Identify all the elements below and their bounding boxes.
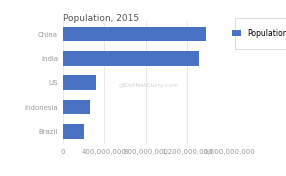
Text: @DotNetCurry.com: @DotNetCurry.com: [119, 83, 179, 88]
Bar: [63, 100, 90, 114]
Bar: [63, 51, 199, 66]
Legend: Population: Population: [229, 26, 286, 41]
Bar: [63, 124, 84, 139]
Text: Population, 2015: Population, 2015: [63, 14, 139, 23]
Bar: [63, 27, 206, 41]
Bar: [63, 75, 96, 90]
